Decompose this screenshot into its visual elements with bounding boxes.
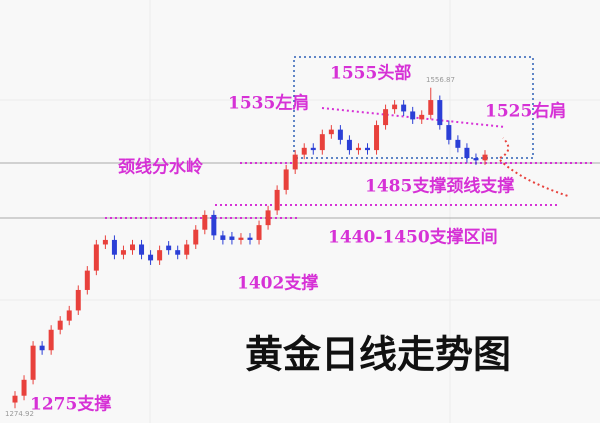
candle-body	[410, 111, 416, 120]
candle-body	[392, 104, 398, 110]
annotation: 1402支撑	[237, 273, 318, 294]
candle-body	[184, 244, 190, 255]
candle-body	[455, 139, 461, 148]
candle-body	[238, 237, 244, 240]
annotation: 1555头部	[330, 63, 411, 84]
candle-body	[102, 239, 108, 245]
annotation: 1535左肩	[228, 93, 309, 114]
candle-body	[247, 237, 253, 240]
candle-body	[48, 329, 54, 351]
arrow-up	[499, 137, 510, 159]
candle-body	[464, 147, 470, 159]
candle-body	[292, 154, 298, 170]
high-label: 1556.87	[426, 76, 455, 84]
low-label: 1274.92	[5, 410, 34, 418]
candle-body	[148, 254, 154, 261]
candles	[12, 87, 488, 409]
candle-body	[473, 158, 479, 161]
candle-body	[39, 345, 45, 351]
candle-body	[428, 100, 434, 115]
candle-body	[229, 236, 235, 240]
candle-body	[328, 129, 334, 135]
candle-body	[446, 125, 452, 140]
candle-body	[120, 250, 126, 255]
chart-title: 黄金日线走势图	[245, 332, 511, 377]
candle-body	[193, 229, 199, 245]
candle-body	[265, 210, 271, 226]
candle-body	[274, 189, 280, 211]
candle-body	[401, 104, 407, 112]
candle-body	[139, 244, 145, 255]
candle-body	[21, 379, 27, 396]
candle-body	[175, 250, 181, 255]
candle-body	[202, 214, 208, 230]
candle-body	[157, 250, 163, 261]
arrow-down	[499, 159, 569, 197]
candle-body	[355, 147, 361, 151]
candle-body	[383, 109, 389, 126]
annotation: 1485支撑颈线支撑	[365, 176, 514, 197]
candle-body	[75, 289, 81, 311]
candle-body	[310, 147, 316, 151]
annotation: 1275支撑	[30, 394, 111, 415]
candle-body	[66, 310, 72, 321]
candle-body	[301, 147, 307, 155]
candle-body	[93, 244, 99, 271]
candle-body	[365, 147, 370, 151]
candle-body	[482, 154, 488, 161]
candle-body	[84, 270, 90, 290]
candle-body	[337, 129, 343, 140]
candle-body	[319, 134, 325, 151]
candle-body	[30, 345, 36, 380]
candle-body	[419, 114, 425, 120]
candle-body	[220, 235, 226, 240]
annotation: 颈线分水岭	[118, 157, 203, 178]
candle-body	[57, 320, 63, 330]
candle-body	[166, 245, 172, 251]
candle-body	[256, 225, 262, 240]
candle-body	[130, 244, 135, 251]
annotation: 1525右肩	[485, 101, 566, 122]
candle-body	[283, 169, 289, 190]
candle-body	[374, 125, 380, 151]
candle-body	[111, 239, 117, 255]
candle-body	[346, 139, 352, 151]
candle-body	[12, 395, 18, 403]
candle-body	[437, 100, 443, 126]
candle-body	[211, 214, 217, 236]
annotation: 1440-1450支撑区间	[328, 227, 498, 248]
